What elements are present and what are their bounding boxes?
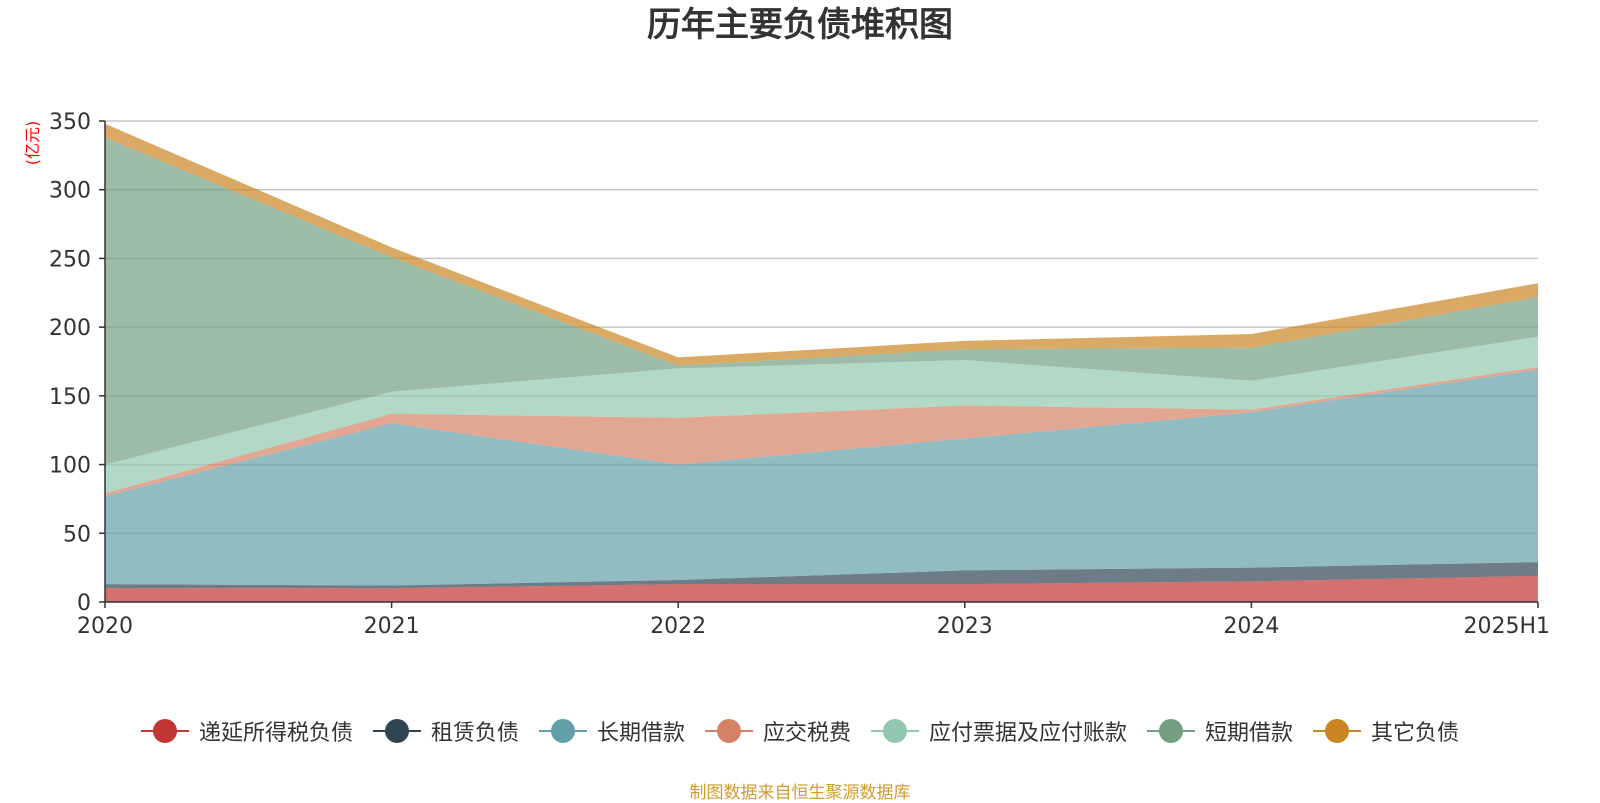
series-area (105, 137, 1538, 465)
stacked-area-chart: 0 50 100 150 200 250 300 350 2020 2021 2022 2023 202… (23, 110, 1550, 639)
y-tick-label: 100 (49, 454, 91, 479)
legend-label: 应付票据及应付账款 (929, 721, 1128, 746)
legend-marker-icon (538, 719, 587, 743)
x-tick-label: 2021 (364, 614, 420, 639)
legend-item[interactable]: 短期借款 (1147, 715, 1293, 747)
x-tick-label: 2025H1 (1463, 614, 1550, 639)
y-tick-label: 300 (49, 179, 91, 204)
x-tick-label: 2023 (937, 614, 993, 639)
series-area (105, 575, 1538, 602)
legend-label: 递延所得税负债 (198, 721, 353, 746)
legend-marker-icon (1313, 719, 1362, 743)
source-note: 制图数据来自恒生聚源数据库 (689, 783, 911, 803)
legend-item[interactable]: 其它负债 (1313, 715, 1459, 747)
legend-item[interactable]: 租赁负债 (372, 715, 519, 747)
legend-marker-icon (871, 719, 919, 743)
x-tick-label: 2024 (1223, 614, 1279, 639)
legend-marker-icon (372, 719, 421, 743)
legend-label: 其它负债 (1371, 721, 1460, 746)
series-area (105, 369, 1538, 586)
x-tick-label: 2020 (77, 614, 133, 639)
legend-label: 短期借款 (1205, 721, 1294, 746)
series-area (105, 562, 1538, 589)
y-tick-label: 50 (63, 522, 91, 547)
legend-item[interactable]: 递延所得税负债 (140, 715, 353, 747)
legend-label: 应交税费 (762, 721, 851, 746)
chart-title: 历年主要负债堆积图 (647, 5, 953, 45)
area-series (105, 123, 1538, 602)
legend-marker-icon (704, 719, 753, 743)
legend-label: 租赁负债 (430, 721, 519, 746)
legend-item[interactable]: 应付票据及应付账款 (871, 715, 1127, 747)
y-tick-label: 150 (49, 385, 91, 410)
series-area (105, 336, 1538, 494)
legend: 递延所得税负债 租赁负债 长期借款 应交税费 应付票据及应付账款 短期借款 其它负债 (0, 715, 1600, 747)
y-tick-label: 350 (49, 110, 91, 135)
legend-label: 长期借款 (596, 721, 685, 746)
legend-marker-icon (1147, 719, 1196, 743)
legend-item[interactable]: 长期借款 (538, 715, 685, 747)
legend-marker-icon (140, 719, 189, 743)
legend-item[interactable]: 应交税费 (704, 715, 851, 747)
y-tick-label: 0 (77, 591, 91, 616)
series-area (105, 367, 1538, 497)
axes: 0 50 100 150 200 250 300 350 2020 2021 2022 2023 202… (49, 110, 1550, 639)
y-axis-label: (亿元) (23, 121, 42, 166)
y-tick-label: 250 (49, 247, 91, 272)
y-tick-label: 200 (49, 316, 91, 341)
x-tick-label: 2022 (650, 614, 706, 639)
